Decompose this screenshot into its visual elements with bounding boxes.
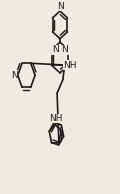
Text: N: N bbox=[62, 45, 68, 54]
Text: N: N bbox=[57, 2, 63, 11]
Text: N: N bbox=[52, 45, 58, 54]
Text: NH: NH bbox=[63, 61, 77, 70]
Text: NH: NH bbox=[49, 114, 63, 123]
Text: N: N bbox=[11, 71, 18, 80]
